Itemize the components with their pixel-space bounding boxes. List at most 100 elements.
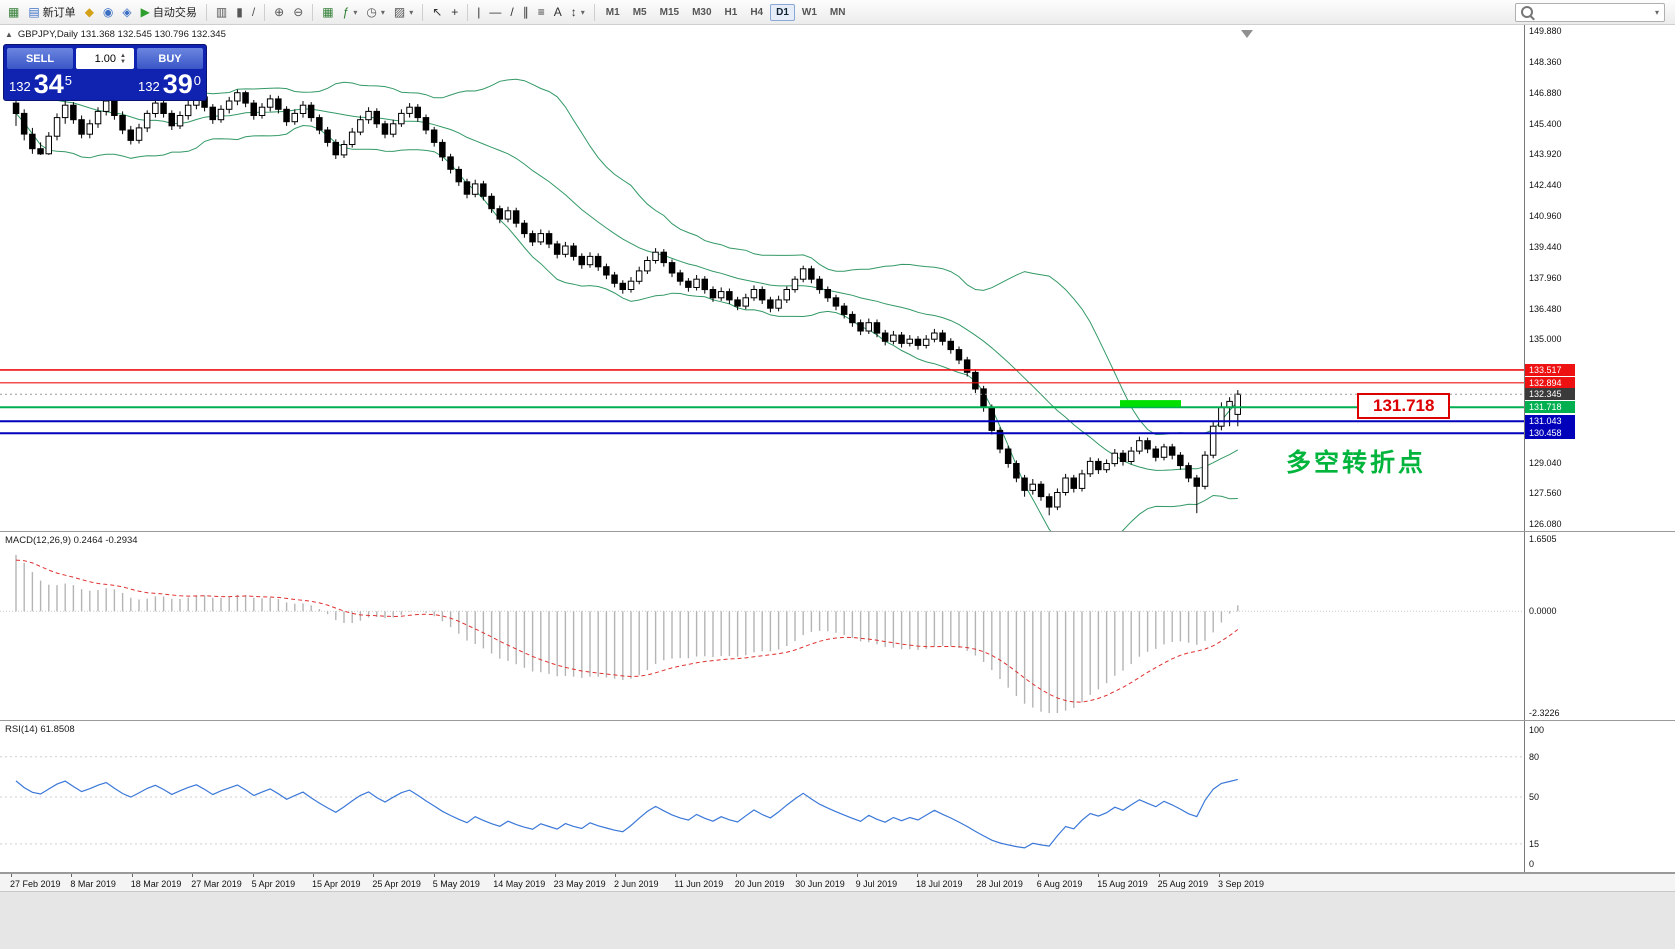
macd-canvas[interactable] [0,533,1524,719]
indicators-icon: ƒ [342,5,350,19]
macd-pane: MACD(12,26,9) 0.2464 -0.2934 [0,533,1524,719]
one-click-collapse-icon[interactable]: ▲ [5,30,13,39]
timeframe-M30[interactable]: M30 [692,6,712,18]
search-dropdown-icon[interactable]: ▾ [1654,7,1659,17]
periods-icon[interactable]: ◷ ▾ [362,2,389,22]
arrows-icon[interactable]: ↕ ▾ [567,2,589,22]
sell-button[interactable]: SELL [7,48,73,69]
timeframe-M1[interactable]: M1 [605,6,620,18]
price-tick-label: 127.560 [1529,488,1562,498]
toolbar-search-input[interactable] [1538,5,1654,19]
zoom-in-icon[interactable]: ⊕ [270,2,288,22]
buy-price-pips: 39 [162,69,193,99]
timeframe-H4[interactable]: H4 [750,6,764,18]
timeframe-H1[interactable]: H1 [724,6,738,18]
buy-button[interactable]: BUY [137,48,203,69]
price-axis[interactable]: 149.880 148.360 146.880 145.400 143.920 142.4… [1524,25,1675,873]
time-tick-label: 30 Jun 2019 [795,879,845,889]
timeframe-M15[interactable]: M15 [659,6,680,18]
price-level-label: 132.894 [1525,377,1575,389]
price-annotation-box[interactable]: 131.718 [1357,393,1451,419]
price-tick-label: 146.880 [1529,88,1562,98]
toolbar-separator [205,3,207,21]
autotrading-button[interactable]: ▶ 自动交易 [137,2,201,22]
time-tick-label: 18 Mar 2019 [130,879,182,889]
time-tick-label: 6 Aug 2019 [1036,879,1083,889]
main-chart-canvas[interactable] [0,25,1524,531]
volume-stepper: ▲ ▼ [76,48,134,69]
time-tick-label: 9 Jul 2019 [855,879,898,889]
time-tick [313,874,314,877]
cursor-icon: ↖ [432,5,443,19]
rsi-plot[interactable] [0,722,1524,872]
time-tick-label: 5 Apr 2019 [251,879,296,889]
time-tick [131,874,133,877]
time-axis[interactable]: 27 Feb 2019 8 Mar 2019 18 Mar 2019 27 Mar 2… [0,873,1675,891]
bar-chart-icon[interactable]: ▥ [212,2,231,22]
timeframe-W1[interactable]: W1 [801,6,817,18]
pane-separator[interactable] [0,720,1675,721]
line-chart-icon: / [251,5,256,19]
time-tick [494,874,496,877]
trendline-icon[interactable]: / [506,2,517,22]
rsi-label: RSI(14) 61.8508 [5,724,75,735]
vertical-line-icon[interactable]: | [473,2,484,22]
time-tick [856,874,858,877]
time-tick-label: 15 Apr 2019 [312,879,361,889]
tile-windows-icon[interactable]: ▦ [318,2,337,22]
main-chart-plot[interactable] [0,25,1524,531]
toolbar-items: ▦ ▤ 新订单 ◆ ◉ ◈ ▶ 自动交易 ▥ ▮ / ⊕ ⊖ ▦ ƒ ▾ ◷ ▾ ▨ ▾ ↖ + | — / ∥ ≡ A ↕ ▾ M1 M5 M… [4,2,851,22]
toolbar-button-label: 自动交易 [152,7,197,19]
toolbar-separator [422,3,424,21]
navigator-icon[interactable]: ◈ [118,2,135,22]
time-tick [433,874,435,877]
new-order-button[interactable]: ▤ 新订单 [24,2,79,22]
fibonacci-icon[interactable]: ≡ [534,2,549,22]
timeframe-M5[interactable]: M5 [632,6,647,18]
time-tick [71,874,73,877]
profiles-icon[interactable]: ◆ [81,2,98,22]
indicators-icon[interactable]: ƒ ▾ [339,2,362,22]
dropdown-arrow-icon: ▾ [380,7,385,17]
sell-price-pips: 34 [33,69,64,99]
buy-price: 132 39 0 [138,69,201,99]
market-watch-icon[interactable]: ◉ [99,2,117,22]
time-tick-label: 18 Jul 2019 [916,879,963,889]
pane-separator[interactable] [0,531,1675,532]
time-tick [977,874,979,877]
bar-chart-icon: ▥ [215,5,228,19]
crosshair-icon[interactable]: + [447,2,462,22]
volume-increase-button[interactable]: ▲ [120,52,126,59]
pane-separator [0,872,1675,873]
app-icon[interactable]: ▦ [4,2,23,22]
timeframe-MN[interactable]: MN [829,6,846,18]
rsi-canvas[interactable] [0,722,1524,872]
templates-icon[interactable]: ▨ ▾ [390,2,417,22]
tile-windows-icon: ▦ [322,5,334,19]
toolbar-separator [467,3,469,21]
volume-input[interactable] [78,51,118,66]
channel-icon[interactable]: ∥ [519,2,533,22]
cursor-icon[interactable]: ↖ [428,2,446,22]
toolbar-search: ▾ [1515,2,1665,22]
time-tick-label: 3 Sep 2019 [1218,879,1265,889]
horizontal-line-icon[interactable]: — [485,2,505,22]
sell-price: 132 34 5 [9,69,72,99]
time-tick [1037,874,1039,877]
price-tick-label: 15 [1529,839,1540,849]
time-tick-label: 25 Aug 2019 [1157,879,1209,889]
time-tick [615,874,616,877]
fibonacci-icon: ≡ [537,5,545,19]
macd-plot[interactable] [0,533,1524,719]
toolbar-separator [312,3,314,21]
price-tick-label: 135.000 [1529,334,1562,344]
timeframe-D1[interactable]: D1 [770,3,795,21]
zoom-out-icon[interactable]: ⊖ [289,2,307,22]
toolbar: ▦ ▤ 新订单 ◆ ◉ ◈ ▶ 自动交易 ▥ ▮ / ⊕ ⊖ ▦ ƒ ▾ ◷ ▾ ▨ ▾ ↖ + | — / ∥ ≡ A ↕ ▾ M1 M5 M… [0,0,1675,25]
volume-decrease-button[interactable]: ▼ [120,58,126,65]
time-tick-label: 11 Jun 2019 [674,879,724,889]
candlestick-icon[interactable]: ▮ [232,2,247,22]
turning-point-note[interactable]: 多空转折点 [1286,449,1427,477]
text-icon[interactable]: A [550,2,566,22]
line-chart-icon[interactable]: / [248,2,259,22]
